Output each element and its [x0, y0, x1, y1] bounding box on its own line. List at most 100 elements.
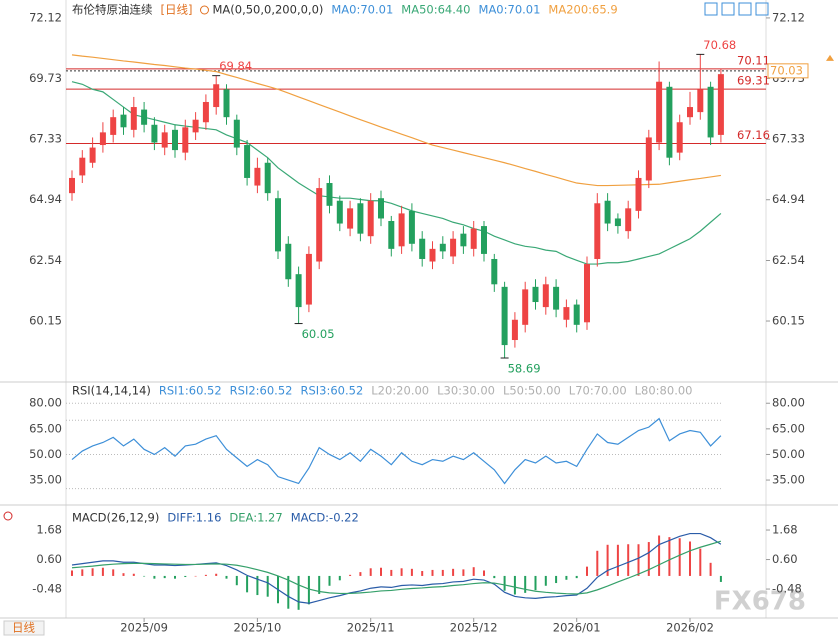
settings-icon[interactable] [3, 511, 13, 521]
x-tick-label: 2026/01 [553, 621, 601, 635]
candle-body [594, 203, 601, 259]
candle-body [707, 86, 714, 138]
candle-body [439, 243, 446, 252]
icon[interactable] [755, 2, 769, 16]
toolbar-icons[interactable] [704, 2, 769, 16]
candle-body [275, 198, 281, 252]
x-tick-label: 2025/09 [120, 621, 168, 635]
y-tick-label-left: 64.94 [29, 192, 62, 206]
macd-bar [297, 575, 300, 610]
macd-bar [194, 575, 197, 577]
icon[interactable] [704, 2, 718, 16]
candle-body [326, 183, 333, 206]
price-line-label: 69.31 [737, 74, 770, 88]
y-tick-label-right: 0.60 [772, 552, 798, 566]
candle-body [305, 253, 312, 305]
last-price-marker [826, 54, 834, 61]
candle-body [419, 238, 426, 259]
y-tick-label-left: -0.48 [32, 582, 62, 596]
y-tick-label-left: 72.12 [29, 10, 62, 24]
macd-bar [318, 575, 321, 594]
macd-bar [307, 575, 310, 605]
legend-text: L50:50.00 [503, 384, 561, 398]
macd-bar [328, 575, 331, 586]
candle-body [378, 198, 384, 219]
candle-body [223, 89, 230, 118]
macd-bar [81, 569, 84, 576]
macd-bar [472, 567, 475, 576]
legend-text: DEA:1.27 [229, 511, 282, 525]
macd-bar [596, 550, 599, 576]
macd-bar [184, 575, 187, 578]
candle-body [244, 145, 251, 178]
y-tick-label-right: 64.94 [772, 192, 805, 206]
macd-bar [380, 567, 382, 576]
macd-bar [565, 575, 568, 580]
macd-bar [658, 535, 661, 576]
rsi-line [71, 417, 722, 485]
macd-bar [524, 575, 527, 593]
candle-body [408, 210, 415, 244]
macd-bar [101, 567, 104, 576]
legend-text: MA0:70.01 [479, 3, 541, 17]
y-tick-label-right: 72.12 [772, 10, 805, 24]
candle-body [192, 119, 199, 133]
candle-body [481, 226, 487, 254]
candle-body [491, 258, 498, 285]
macd-bar [575, 575, 578, 579]
candle-body [687, 107, 693, 118]
last-price-label: 70.03 [770, 63, 803, 77]
macd-bar [555, 575, 558, 584]
low-annotation: 58.69 [508, 361, 541, 375]
legend-text: 布伦特原油连续 [72, 3, 153, 17]
icon[interactable] [721, 2, 735, 16]
candle-body [398, 213, 405, 247]
macd-bar [452, 568, 455, 576]
legend-text: MA50:64.40 [401, 3, 470, 17]
period-box[interactable] [3, 620, 45, 636]
candle-body [285, 243, 292, 280]
high-annotation: 69.84 [219, 59, 252, 73]
candle-body [635, 177, 642, 211]
legend-text: L70:70.00 [569, 384, 627, 398]
candle-body [429, 248, 436, 262]
macd-bar [359, 572, 362, 576]
macd-bar [349, 574, 352, 576]
macd-plot [71, 532, 722, 610]
candle-body [656, 81, 663, 143]
candle-body [470, 228, 477, 249]
macd-bar [503, 575, 506, 591]
watermark: FX678 [714, 587, 806, 617]
legend-text: L80:80.00 [635, 384, 693, 398]
macd-bar [719, 575, 722, 582]
legend-text: RSI2:60.52 [230, 384, 293, 398]
icon[interactable] [738, 2, 752, 16]
candle-body [666, 86, 673, 158]
macd-bar [91, 568, 94, 576]
legend-text: MA200:65.9 [548, 3, 617, 17]
period-label[interactable]: 日线 [12, 621, 35, 635]
y-tick-label-left: 35.00 [29, 473, 62, 487]
candle-body [120, 114, 127, 128]
candle-body [202, 101, 209, 123]
x-tick-label: 2025/10 [234, 621, 282, 635]
macd-bar [627, 544, 630, 576]
candle-body [172, 129, 178, 151]
candle-body [522, 289, 529, 325]
indicator-icon [199, 5, 209, 15]
macd-bar [256, 575, 259, 596]
macd-bar [544, 575, 547, 586]
candle-body [295, 274, 302, 308]
x-tick-label: 2025/12 [450, 621, 498, 635]
macd-line [71, 540, 722, 595]
candle-body [676, 122, 683, 153]
candle-body [141, 109, 148, 125]
candle-body [161, 132, 168, 148]
macd-bar [400, 568, 403, 576]
macd-bar [122, 573, 125, 576]
macd-bar [709, 562, 712, 576]
y-tick-label-right: 67.33 [772, 132, 805, 146]
candle-body [501, 286, 508, 346]
legend-text: RSI1:60.52 [159, 384, 222, 398]
